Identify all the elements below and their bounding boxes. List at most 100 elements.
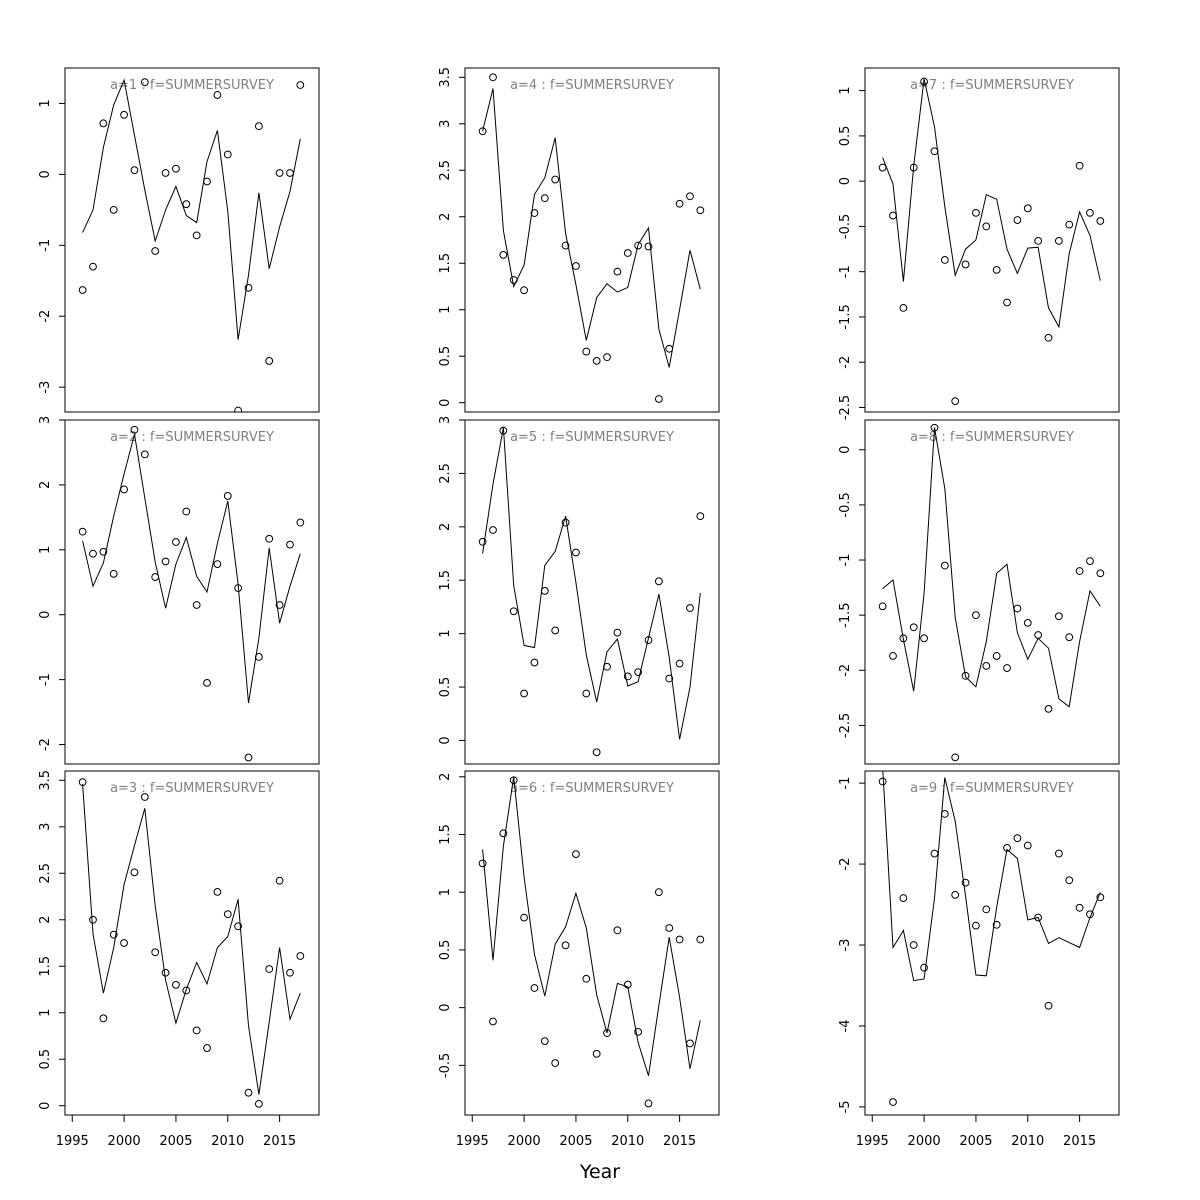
panel-a4: a=4 : f=SUMMERSURVEY 0 0.5 1 1.5 2 2.5 3 3.5 <box>438 67 720 413</box>
panel-data <box>478 73 705 403</box>
y-tick-label: 2 <box>438 773 453 781</box>
y-tick-label: 0.5 <box>38 1049 53 1070</box>
observed-point <box>561 941 570 950</box>
observed-point <box>1086 208 1094 217</box>
observed-point <box>182 507 191 516</box>
panel-title: a=7 : f=SUMMERSURVEY <box>910 78 1074 93</box>
y-tick-label: 1 <box>838 86 853 94</box>
panel-frame <box>864 770 1120 1116</box>
panel-a9: a=9 : f=SUMMERSURVEY -1 -2 -3 -4 -5 1995 2000 20… <box>838 770 1120 1149</box>
observed-point <box>520 913 528 922</box>
y-tick-label: 1 <box>438 630 453 638</box>
observed-point <box>551 175 560 184</box>
observed-point <box>1034 237 1043 245</box>
observed-point <box>1034 913 1043 922</box>
observed-point <box>592 356 601 365</box>
observed-point <box>992 265 1001 274</box>
observed-point <box>182 200 191 209</box>
observed-point <box>265 357 274 365</box>
observed-point <box>582 347 591 356</box>
fitted-line <box>882 771 1101 982</box>
observed-point <box>551 1059 560 1067</box>
panel-a7: a=7 : f=SUMMERSURVEY 1 0.5 0 -0.5 -1 -1.5 -2 -2.… <box>838 67 1120 420</box>
x-tick-label: 2015 <box>1063 1134 1096 1149</box>
y-tick-label: 0 <box>438 736 453 744</box>
observed-point <box>489 73 497 82</box>
x-tick-label: 2000 <box>108 1134 141 1149</box>
observed-point <box>930 423 939 432</box>
observed-point <box>551 626 560 635</box>
y-tick-label: 3.5 <box>438 67 453 88</box>
observed-point <box>296 952 305 960</box>
observed-point <box>634 241 643 250</box>
observed-point <box>265 534 274 543</box>
observed-point <box>909 163 918 172</box>
observed-point <box>878 602 887 611</box>
observed-point <box>78 286 87 294</box>
observed-point <box>940 256 949 264</box>
y-tick-label: 1 <box>38 99 53 107</box>
y-tick-label: -2 <box>838 664 853 677</box>
observed-point <box>1075 161 1084 170</box>
observed-point <box>889 211 897 220</box>
panel-title: a=6 : f=SUMMERSURVEY <box>510 781 674 796</box>
y-tick-label: 0 <box>838 177 853 185</box>
fitted-line <box>482 88 701 368</box>
observed-point <box>1003 298 1011 307</box>
y-tick-label: -0.5 <box>838 492 853 517</box>
fitted-line <box>82 783 301 1095</box>
panel-data <box>478 776 705 1108</box>
observed-point <box>140 450 149 459</box>
observed-point <box>478 537 487 546</box>
y-tick-label: -1 <box>838 777 853 790</box>
y-tick-label: 0 <box>38 611 53 619</box>
observed-point <box>613 267 622 276</box>
y-tick-label: -1.5 <box>838 304 853 329</box>
y-tick-label: -1 <box>38 673 53 686</box>
observed-point <box>1054 612 1063 621</box>
panel-data <box>78 778 305 1108</box>
observed-point <box>478 859 487 868</box>
observed-point <box>78 778 87 787</box>
y-tick-label: -2.5 <box>838 395 853 420</box>
observed-point <box>644 1099 653 1108</box>
y-tick-label: 0 <box>38 170 53 178</box>
observed-point <box>1096 217 1105 225</box>
panel-title: a=3 : f=SUMMERSURVEY <box>110 781 274 796</box>
observed-point <box>296 81 305 89</box>
observed-point <box>1034 631 1043 639</box>
panel-frame <box>64 67 320 413</box>
observed-point <box>499 829 508 838</box>
observed-point <box>909 623 918 632</box>
observed-point <box>940 809 949 818</box>
observed-point <box>130 166 139 175</box>
panel-frame <box>464 770 720 1116</box>
observed-point <box>130 868 139 877</box>
observed-point <box>582 689 591 698</box>
y-tick-label: -1 <box>838 554 853 567</box>
observed-point <box>961 260 970 269</box>
y-tick-label: 2.5 <box>438 463 453 484</box>
fitted-line <box>482 776 701 1076</box>
observed-point <box>182 986 191 995</box>
observed-point <box>140 793 149 801</box>
observed-point <box>223 910 232 919</box>
y-tick-label: 2 <box>438 213 453 221</box>
y-tick-label: 1 <box>438 306 453 314</box>
observed-point <box>120 110 128 119</box>
observed-point <box>130 425 139 434</box>
y-tick-label: -1 <box>838 265 853 278</box>
y-tick-label: 0 <box>438 399 453 407</box>
y-tick-label: 0.5 <box>438 940 453 961</box>
observed-point <box>920 963 928 972</box>
y-tick-label: 0.5 <box>838 126 853 147</box>
observed-point <box>623 980 632 989</box>
observed-point <box>878 163 887 172</box>
observed-point <box>520 286 528 295</box>
y-tick-label: 3 <box>438 120 453 128</box>
observed-point <box>654 888 663 897</box>
y-tick-label: 3 <box>38 823 53 831</box>
x-axis-label: Year <box>579 1161 620 1183</box>
observed-point <box>530 658 539 667</box>
observed-point <box>1065 633 1074 642</box>
